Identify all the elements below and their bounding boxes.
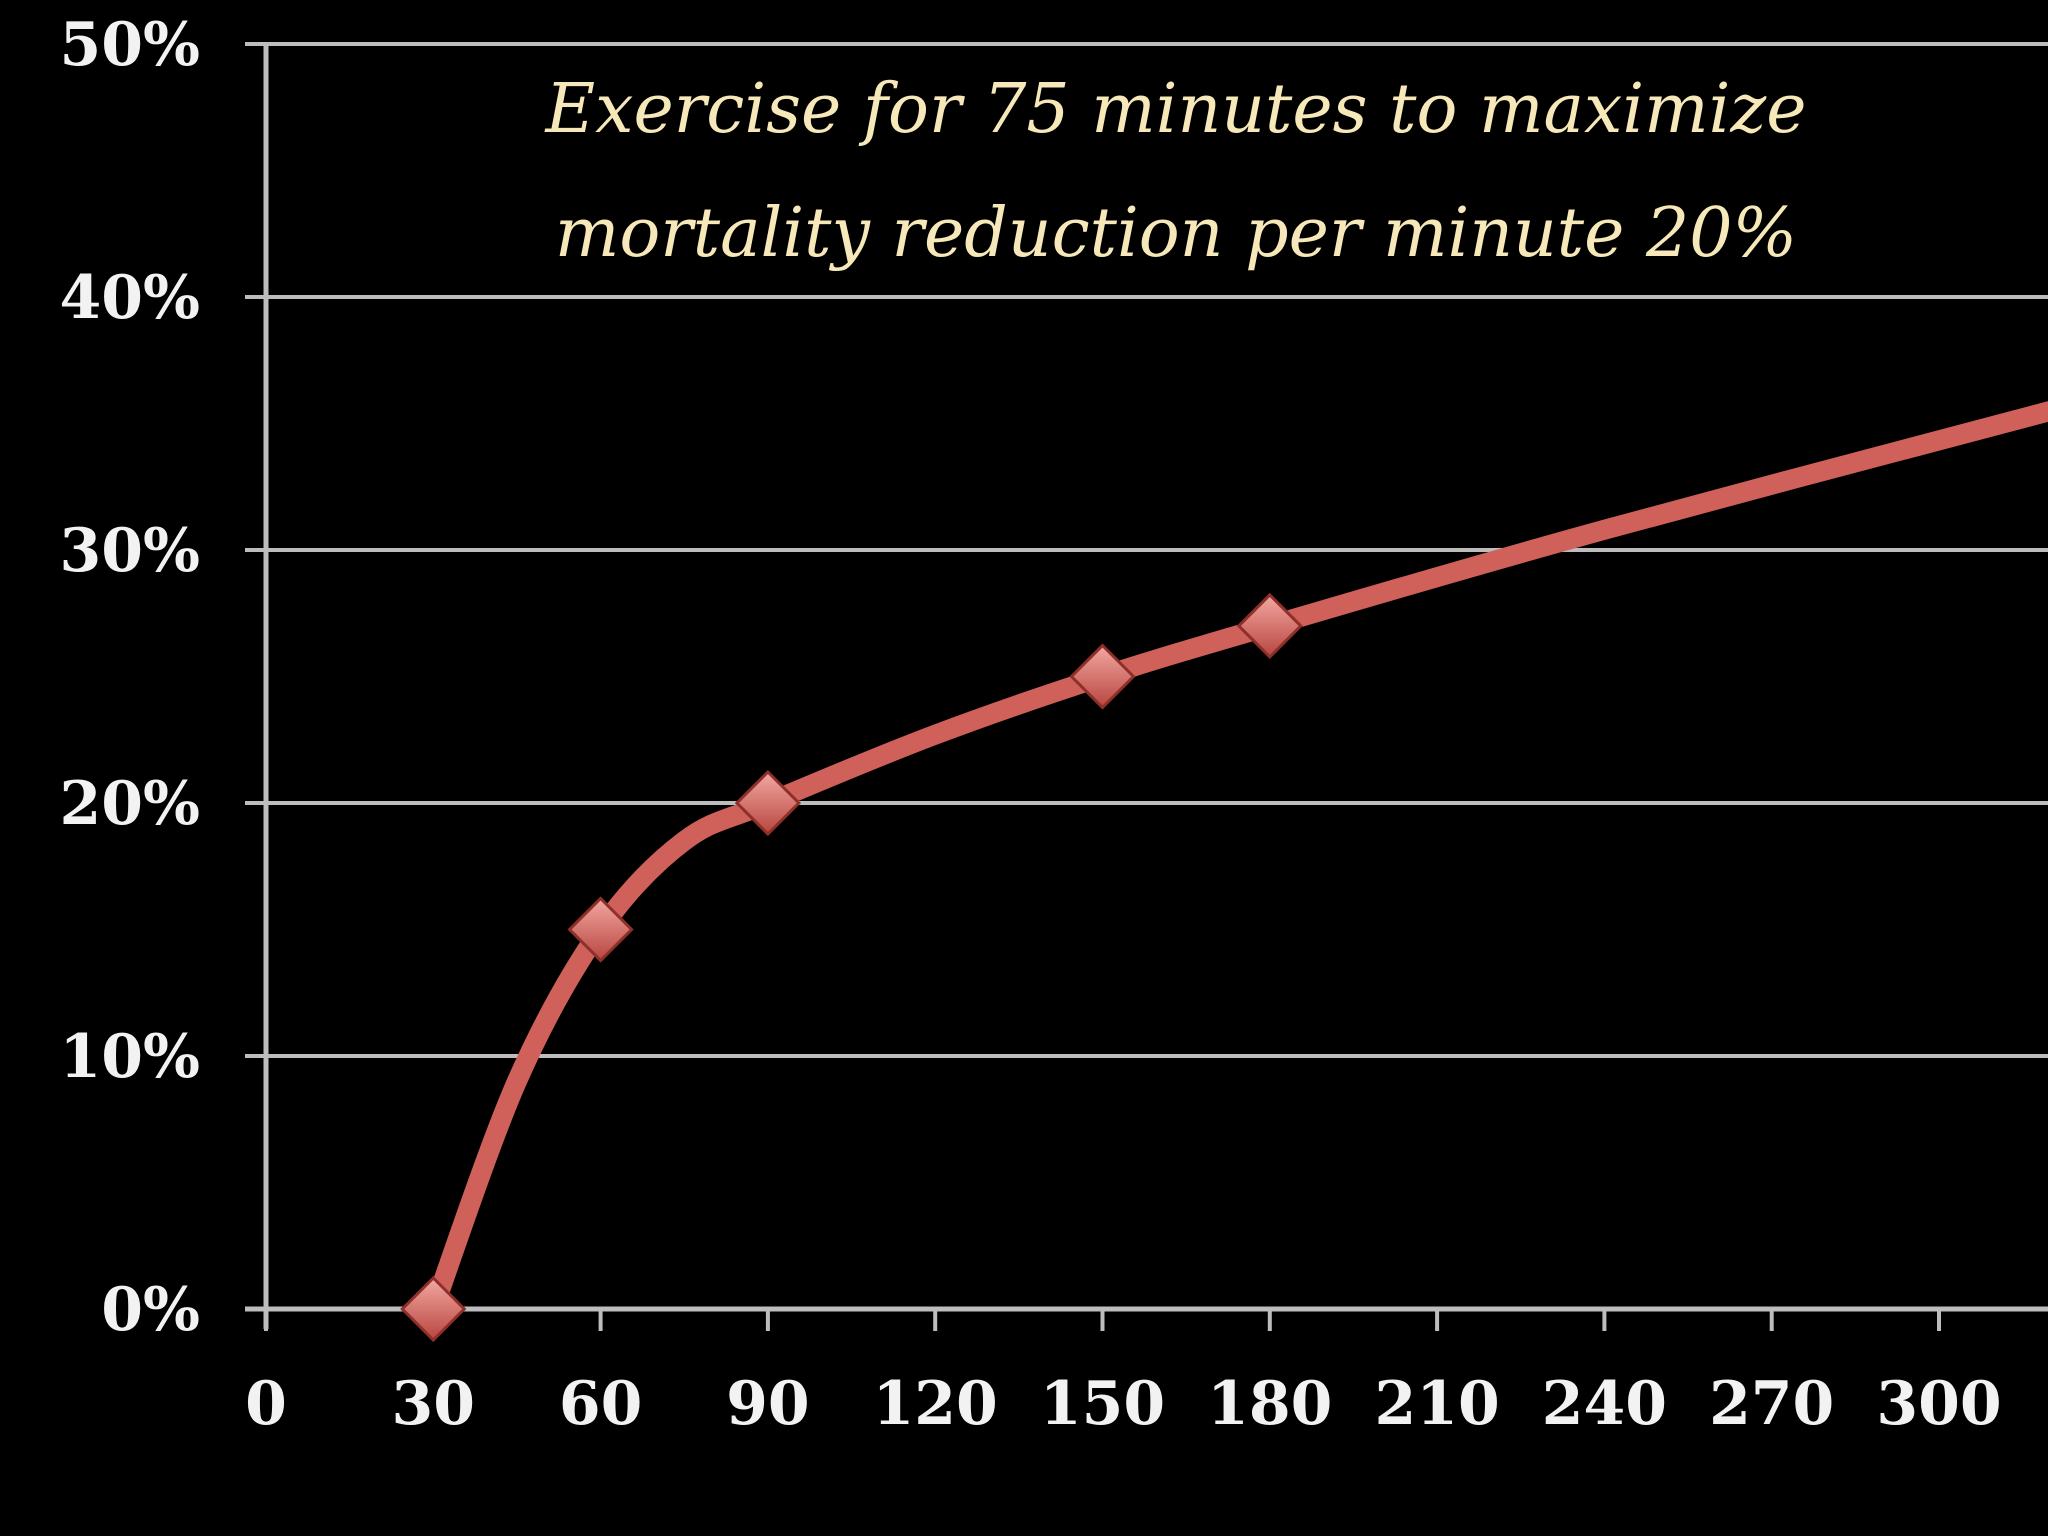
data-point-diamond bbox=[734, 769, 802, 837]
x-tick-label: 150 bbox=[1040, 1369, 1165, 1439]
y-tick-label: 50% bbox=[59, 10, 200, 80]
x-tick-label: 0 bbox=[245, 1369, 287, 1439]
y-tick-label: 10% bbox=[59, 1022, 200, 1092]
y-tick-label: 30% bbox=[59, 516, 200, 586]
series-curve bbox=[423, 401, 2048, 1319]
x-tick-label: 120 bbox=[873, 1369, 998, 1439]
axes bbox=[245, 42, 2048, 1331]
series-markers bbox=[400, 592, 1303, 1343]
x-tick-label: 210 bbox=[1374, 1369, 1499, 1439]
x-tick-label: 300 bbox=[1876, 1369, 2001, 1439]
x-tick-label: 60 bbox=[559, 1369, 643, 1439]
data-point-diamond bbox=[400, 1275, 467, 1343]
x-tick-label: 30 bbox=[392, 1369, 476, 1439]
x-tick-label: 270 bbox=[1709, 1369, 1834, 1439]
x-tick-label: 90 bbox=[726, 1369, 810, 1439]
y-tick-label: 20% bbox=[59, 769, 200, 839]
x-tick-label: 180 bbox=[1207, 1369, 1332, 1439]
x-tick-label: 240 bbox=[1542, 1369, 1667, 1439]
y-tick-label: 40% bbox=[59, 263, 200, 333]
data-point-diamond bbox=[567, 896, 634, 963]
y-tick-label: 0% bbox=[101, 1275, 200, 1345]
x-axis-tick-labels: 0 30 60 90 120 150 180 210 240 270 300 bbox=[245, 1369, 2002, 1439]
data-point-diamond bbox=[1069, 643, 1136, 710]
series-line bbox=[423, 401, 2048, 1319]
y-axis-tick-labels: 0% 10% 20% 30% 40% 50% bbox=[59, 10, 200, 1345]
annotation-line-1: Exercise for 75 minutes to maximize bbox=[544, 70, 1807, 149]
data-point-diamond bbox=[1236, 592, 1303, 660]
annotation-line-2: mortality reduction per minute 20% bbox=[555, 194, 1797, 273]
gridlines bbox=[266, 42, 2048, 1058]
